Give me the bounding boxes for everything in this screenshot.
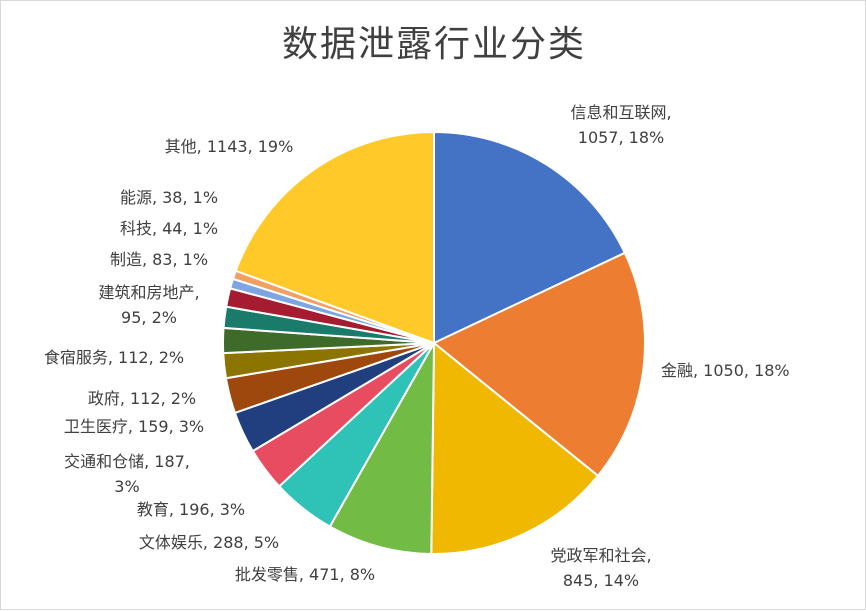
slice-label-11: 建筑和房地产, 95, 2% [98,283,199,327]
pie-slice-2 [432,251,646,478]
slice-label-1: 信息和互联网, 1057, 18% [570,103,671,147]
pie-labels: 信息和互联网, 1057, 18% 金融, 1050, 18% 党政军和社会, 845,… [44,103,790,590]
pie-slice-4 [328,342,435,555]
slice-label-15: 其他, 1143, 19% [165,137,294,156]
slice-label-4: 批发零售, 471, 8% [235,565,375,584]
slice-label-12: 制造, 83, 1% [110,250,208,269]
slice-label-10: 食宿服务, 112, 2% [44,348,184,367]
slice-label-6: 教育, 196, 3% [137,500,245,519]
pie-slice-1 [433,130,627,345]
slice-label-14: 能源, 38, 1% [120,188,218,207]
pie-slice-3 [430,340,600,555]
slice-label-7: 交通和仓储, 187, 3% [64,452,190,496]
slice-label-9: 政府, 112, 2% [88,389,196,408]
chart-title: 数据泄露行业分类 [281,24,586,65]
slice-label-13: 科技, 44, 1% [120,219,218,238]
pie-slice-15 [234,130,435,345]
slice-label-5: 文体娱乐, 288, 5% [139,533,279,552]
pie-slices [222,130,646,555]
slice-label-2: 金融, 1050, 18% [661,361,790,380]
slice-label-3: 党政军和社会, 845, 14% [550,546,651,590]
slice-label-8: 卫生医疗, 159, 3% [64,417,204,436]
